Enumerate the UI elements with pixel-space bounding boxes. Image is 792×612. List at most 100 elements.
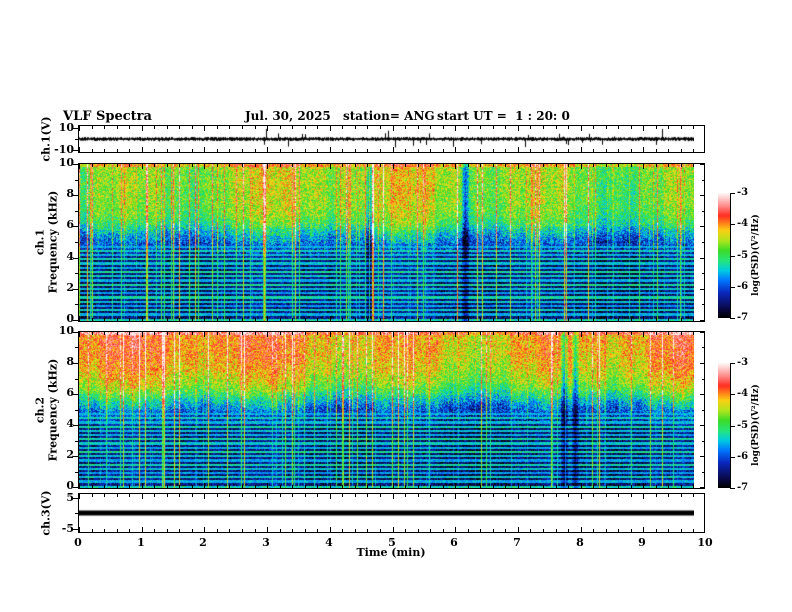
x-tick [430, 494, 431, 497]
y-tick [702, 211, 704, 212]
colorbar-tick-label: -7 [737, 482, 749, 493]
x-tick [568, 529, 569, 532]
x-tick [493, 149, 494, 152]
y-tick [702, 410, 704, 411]
x-tick [92, 529, 93, 532]
x-tick [167, 126, 168, 129]
x-tick [342, 149, 343, 152]
x-tick-label: 3 [262, 536, 270, 549]
x-tick [480, 318, 481, 321]
x-tick [443, 485, 444, 488]
x-tick [380, 529, 381, 532]
x-tick [643, 494, 644, 499]
colorbar-2-label: log(PSD)(V²/Hz) [751, 384, 761, 466]
y-tick-label: 0 [66, 479, 74, 492]
x-tick [468, 494, 469, 497]
y-tick [702, 347, 704, 348]
x-tick [643, 332, 644, 337]
x-tick [656, 149, 657, 152]
x-tick [418, 485, 419, 488]
y-tick-label: 0 [66, 312, 74, 325]
x-tick [468, 485, 469, 488]
x-tick [631, 164, 632, 167]
x-tick [330, 126, 331, 131]
x-tick [643, 483, 644, 488]
x-tick [305, 332, 306, 335]
x-tick [668, 149, 669, 152]
x-tick [367, 485, 368, 488]
x-tick [618, 126, 619, 129]
x-tick [280, 164, 281, 167]
x-tick [154, 529, 155, 532]
colorbar-1-axis [730, 193, 731, 318]
x-tick-label: 6 [450, 536, 458, 549]
x-tick [593, 332, 594, 335]
x-tick [242, 149, 243, 152]
x-tick [179, 318, 180, 321]
ch1-spectrogram-axis-label-frequency: Frequency (kHz) [46, 190, 60, 294]
x-tick [405, 485, 406, 488]
x-tick [292, 126, 293, 129]
x-tick [204, 483, 205, 488]
ch1-spectrogram [79, 164, 694, 321]
y-tick [75, 347, 78, 348]
x-tick [92, 494, 93, 497]
x-tick [117, 126, 118, 129]
x-tick [468, 332, 469, 335]
x-tick [167, 164, 168, 167]
x-tick [530, 529, 531, 532]
x-tick [505, 318, 506, 321]
ch1-spectrogram-axis-label-channel: ch.1 [33, 228, 47, 256]
x-tick [267, 147, 268, 152]
x-tick [656, 485, 657, 488]
x-tick [618, 529, 619, 532]
x-tick [480, 529, 481, 532]
y-tick [700, 226, 704, 227]
x-tick [330, 164, 331, 169]
y-tick [700, 394, 704, 395]
x-tick [292, 529, 293, 532]
x-tick [192, 149, 193, 152]
x-tick [280, 494, 281, 497]
x-tick [380, 164, 381, 167]
x-tick [530, 126, 531, 129]
x-tick [430, 318, 431, 321]
x-tick [443, 332, 444, 335]
x-tick [255, 529, 256, 532]
x-tick [430, 332, 431, 335]
x-tick-label: 4 [325, 536, 333, 549]
x-tick [681, 332, 682, 335]
x-tick-label: 1 [137, 536, 145, 549]
y-tick [73, 258, 78, 259]
x-tick [493, 485, 494, 488]
x-tick [129, 149, 130, 152]
y-tick-label: 4 [66, 417, 74, 430]
x-tick [606, 332, 607, 335]
x-tick [418, 149, 419, 152]
x-tick [643, 147, 644, 152]
x-tick [204, 147, 205, 152]
x-tick [581, 332, 582, 337]
colorbar-tick-label: -3 [737, 187, 749, 198]
x-tick [455, 494, 456, 499]
x-tick-label: 8 [576, 536, 584, 549]
x-tick [568, 164, 569, 167]
x-tick [104, 332, 105, 335]
y-tick [700, 363, 704, 364]
x-tick [255, 485, 256, 488]
x-tick [643, 126, 644, 131]
x-tick [292, 485, 293, 488]
y-tick [75, 242, 78, 243]
x-tick [167, 318, 168, 321]
x-tick [681, 318, 682, 321]
x-tick [618, 149, 619, 152]
ch1-waveform-plot [79, 126, 694, 152]
x-tick [455, 164, 456, 169]
ch3-waveform-plot [79, 494, 694, 532]
x-tick [405, 126, 406, 129]
x-tick [693, 494, 694, 497]
x-tick [104, 149, 105, 152]
y-tick [700, 332, 704, 333]
y-tick [75, 513, 78, 514]
